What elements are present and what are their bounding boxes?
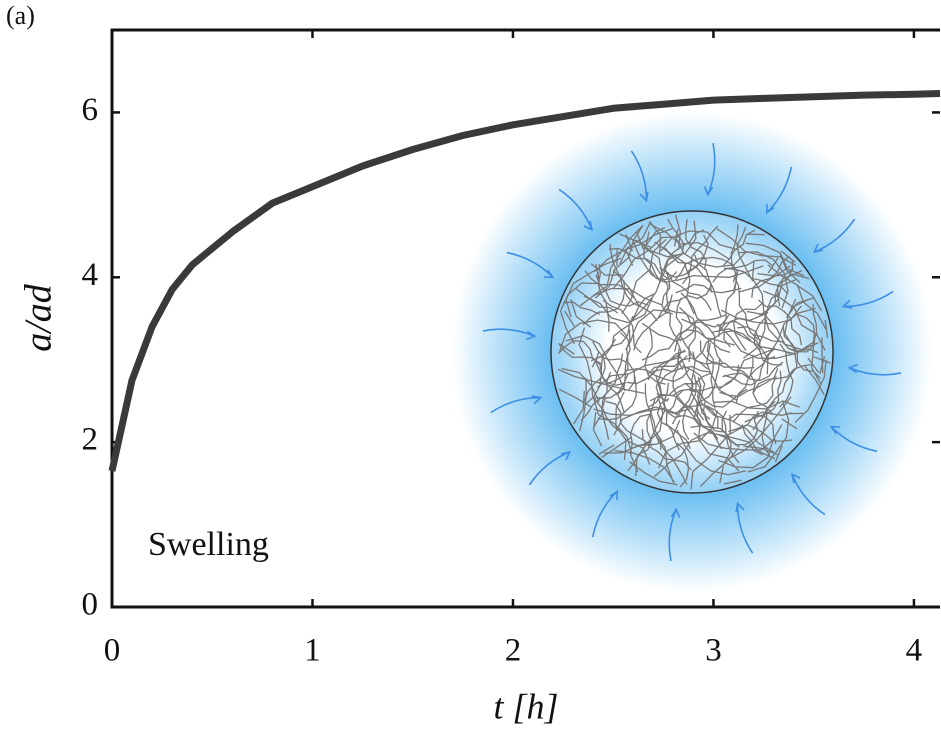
polymer-strand	[747, 234, 765, 235]
y-tick-label: 2	[82, 422, 99, 458]
x-tick-label: 4	[906, 633, 923, 669]
y-axis-label: a/ad	[18, 283, 60, 352]
x-tick-label: 1	[304, 633, 321, 669]
hydrogel-illustration	[452, 112, 932, 592]
x-axis-label: t [h]	[493, 686, 558, 726]
x-tick-label: 2	[505, 633, 522, 669]
x-tick-label: 3	[705, 633, 722, 669]
y-tick-label: 6	[82, 92, 99, 128]
y-tick-label: 4	[82, 257, 99, 293]
y-tick-label: 0	[82, 587, 99, 623]
annotation: Swelling	[148, 526, 269, 563]
sphere-fill	[551, 211, 833, 493]
x-tick-label: 0	[104, 633, 121, 669]
panel-label: (a)	[6, 1, 35, 30]
